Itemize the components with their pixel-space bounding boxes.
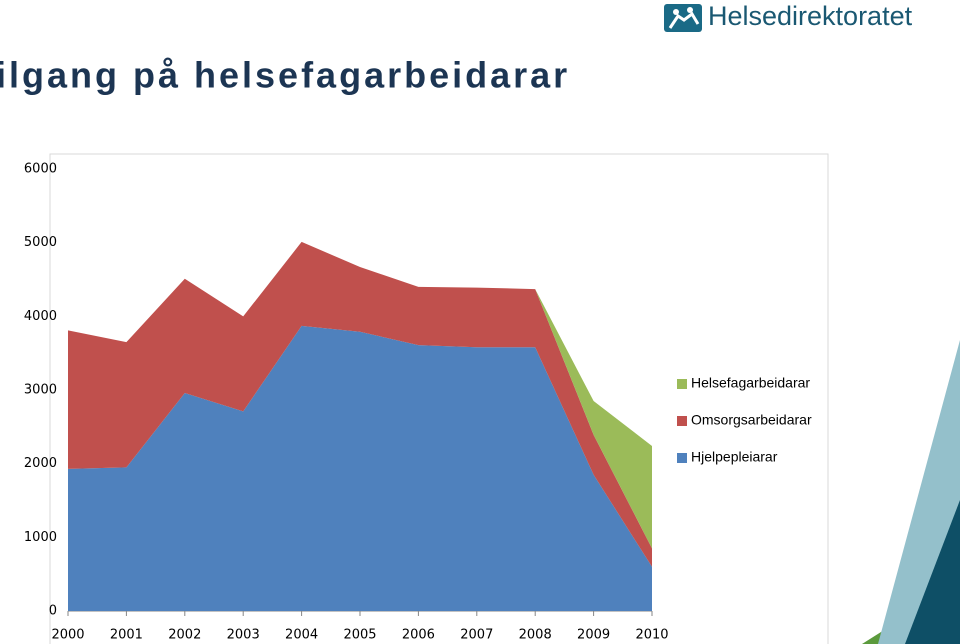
y-tick-label: 2000 — [24, 456, 57, 471]
y-tick-label: 5000 — [24, 235, 57, 250]
x-tick-label: 2001 — [110, 628, 143, 643]
y-tick-label: 0 — [49, 604, 57, 619]
area — [68, 325, 652, 611]
x-tick-label: 2010 — [635, 628, 668, 643]
legend-label: Helsefagarbeidarar — [691, 375, 810, 391]
legend-swatch — [677, 453, 687, 463]
x-tick-label: 2003 — [227, 628, 260, 643]
y-tick-label: 3000 — [24, 383, 57, 398]
logo-icon — [664, 4, 702, 32]
legend-label: Hjelpepleiarar — [691, 449, 778, 465]
y-tick-label: 6000 — [24, 162, 57, 177]
slide-title: ilgang på helsefagarbeidarar — [0, 55, 570, 96]
y-tick-label: 1000 — [24, 530, 57, 545]
logo-text: Helsedirektoratet — [708, 1, 913, 31]
x-tick-label: 2004 — [285, 628, 318, 643]
legend-swatch — [677, 379, 687, 389]
x-tick-label: 2008 — [519, 628, 552, 643]
legend-swatch — [677, 416, 687, 426]
x-tick-label: 2000 — [51, 628, 84, 643]
x-tick-label: 2006 — [402, 628, 435, 643]
x-tick-label: 2007 — [460, 628, 493, 643]
x-tick-label: 2002 — [168, 628, 201, 643]
legend-label: Omsorgsarbeidarar — [691, 412, 812, 428]
y-tick-label: 4000 — [24, 309, 57, 324]
decor-teal — [905, 500, 960, 644]
x-tick-label: 2005 — [343, 628, 376, 643]
x-tick-label: 2009 — [577, 628, 610, 643]
area — [68, 241, 652, 567]
